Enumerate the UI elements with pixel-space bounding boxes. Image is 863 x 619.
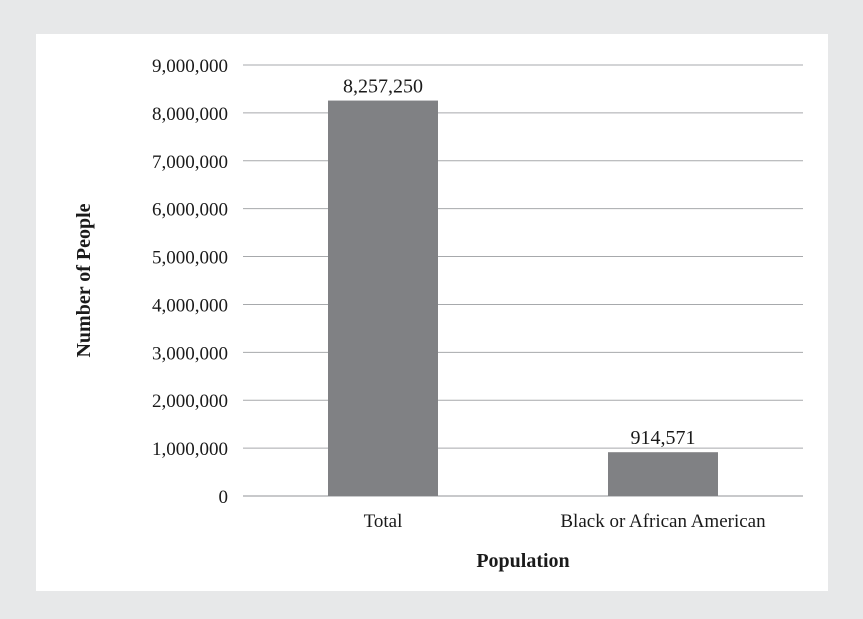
category-label: Total bbox=[364, 511, 403, 532]
y-tick-label: 3,000,000 bbox=[152, 343, 228, 364]
y-tick-label: 2,000,000 bbox=[152, 391, 228, 412]
y-tick-label: 8,000,000 bbox=[152, 104, 228, 125]
bar-2 bbox=[608, 452, 718, 496]
y-tick-label: 7,000,000 bbox=[152, 152, 228, 173]
bars bbox=[328, 100, 718, 497]
data-labels: 8,257,250 914,571 bbox=[343, 76, 696, 450]
y-tick-label: 6,000,000 bbox=[152, 200, 228, 221]
y-tick-label: 4,000,000 bbox=[152, 295, 228, 316]
bar-1 bbox=[328, 100, 438, 497]
category-labels: Total Black or African American bbox=[364, 511, 766, 532]
y-tick-label: 9,000,000 bbox=[152, 56, 228, 77]
y-axis-title: Number of People bbox=[73, 203, 95, 357]
y-tick-label: 0 bbox=[219, 487, 229, 508]
data-label: 8,257,250 bbox=[343, 76, 423, 98]
data-label: 914,571 bbox=[631, 427, 696, 449]
y-tick-labels: 0 1,000,000 2,000,000 3,000,000 4,000,000 5,0… bbox=[152, 56, 228, 508]
y-tick-label: 1,000,000 bbox=[152, 439, 228, 460]
x-axis-title: Population bbox=[476, 550, 569, 572]
gridlines bbox=[243, 64, 803, 497]
y-tick-label: 5,000,000 bbox=[152, 248, 228, 269]
category-label: Black or African American bbox=[560, 511, 766, 532]
